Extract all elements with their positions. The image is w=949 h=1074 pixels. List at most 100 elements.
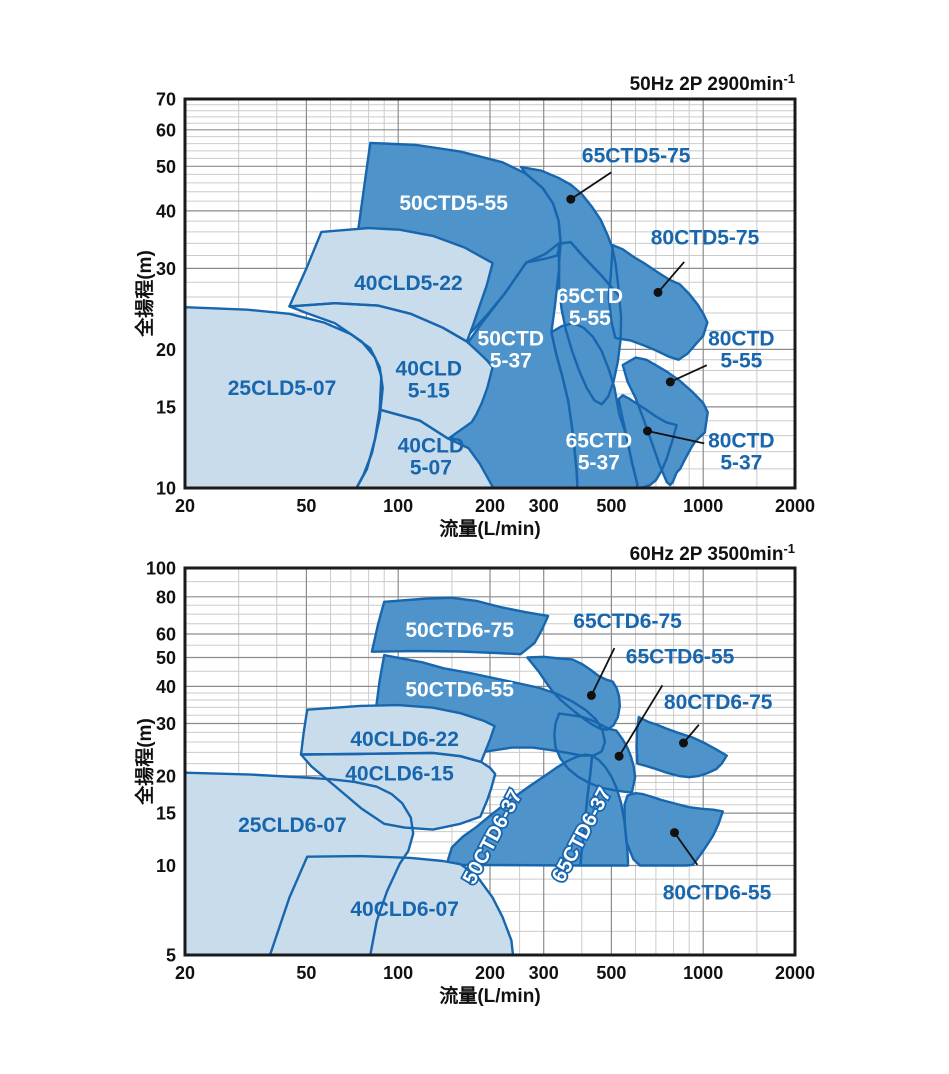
- region-40CLD6-22: [301, 705, 495, 762]
- callout-label-80CTD6-55: 80CTD6-55: [663, 882, 772, 905]
- y-tick-label: 5: [166, 946, 176, 966]
- plot-frame-60hz: [183, 566, 797, 957]
- y-tick-label: 15: [156, 804, 176, 824]
- region-label-50CTD6-75: 50CTD6-75: [405, 619, 514, 642]
- y-tick-label: 60: [156, 120, 176, 140]
- x-axis-label: 流量(L/min): [439, 984, 540, 1007]
- x-tick-label: 500: [596, 496, 626, 516]
- callout-dot-65CTD5-75: [566, 194, 576, 204]
- region-label-65CTD5-55: 65CTD 5-55: [557, 285, 624, 330]
- x-tick-label: 100: [383, 963, 413, 983]
- plot-frame-50hz: [183, 97, 797, 490]
- x-tick-label: 2000: [775, 496, 815, 516]
- region-outline-40CLD6-07: [268, 854, 515, 957]
- region-80CTD6-75: [636, 717, 727, 778]
- callout-leader-80CTD5-55: [669, 364, 708, 383]
- y-tick-label: 15: [156, 397, 176, 417]
- chart-60hz: 20 50 100 200 300 500 1000 2000 5 10 15 20 30 40 50 60 8…: [133, 541, 815, 1007]
- region-outline-40CLD6-15: [299, 751, 497, 831]
- x-tick-label: 2000: [775, 963, 815, 983]
- region-label-40CLD5-15: 40CLD 5-15: [396, 358, 463, 403]
- y-tick-label: 50: [156, 157, 176, 177]
- region-outline-80CTD6-55: [623, 792, 724, 867]
- region-outline-80CTD5-37: [617, 394, 678, 490]
- region-50CTD5-37: [451, 243, 578, 488]
- callout-dot-80CTD5-37: [643, 426, 652, 436]
- x-tick-label: 200: [475, 963, 505, 983]
- x-tick-label: 100: [383, 496, 413, 516]
- callout-dot-65CTD6-55: [614, 751, 624, 761]
- region-label-40CLD6-15: 40CLD6-15: [345, 762, 454, 785]
- region-65CTD5-75: [521, 167, 620, 296]
- callout-dot-80CTD5-55: [665, 377, 675, 387]
- region-40CLD5-07: [356, 409, 494, 488]
- x-tick-label: 20: [175, 963, 195, 983]
- callout-dot-80CTD6-75: [679, 738, 688, 748]
- y-tick-label: 20: [156, 340, 176, 360]
- y-tick-label: 10: [156, 856, 176, 876]
- y-axis-label: 全揚程(m): [133, 718, 156, 806]
- callout-leader-65CTD5-75: [570, 171, 612, 200]
- region-outline-40CLD5-15: [288, 302, 494, 440]
- callout-leader-80CTD5-75: [657, 261, 685, 293]
- region-25CLD6-07: [185, 772, 414, 955]
- y-tick-label: 30: [156, 714, 176, 734]
- y-tick-label: 50: [156, 648, 176, 668]
- region-65CTD5-37: [551, 323, 638, 488]
- y-tick-label: 60: [156, 624, 176, 644]
- region-outline-65CTD6-55: [553, 712, 637, 794]
- chart-title-60hz: 60Hz 2P 3500min-1: [630, 541, 795, 565]
- callout-leader-65CTD6-55: [618, 684, 664, 757]
- region-label-40CLD5-22: 40CLD5-22: [354, 272, 463, 295]
- region-outline-80CTD6-75: [635, 716, 728, 779]
- region-label-40CLD6-22: 40CLD6-22: [350, 728, 459, 751]
- light-region-fills-50hz: [185, 228, 494, 488]
- region-50CTD6-75: [371, 597, 549, 655]
- region-outline-65CTD6-75: [526, 655, 621, 731]
- x-tick-label: 20: [175, 496, 195, 516]
- y-tick-label: 70: [156, 90, 176, 110]
- region-80CTD5-75: [608, 245, 708, 360]
- callout-label-65CTD6-55: 65CTD6-55: [626, 645, 735, 668]
- region-40CLD5-15: [289, 303, 493, 439]
- y-tick-label: 100: [146, 559, 176, 579]
- region-outline-25CLD6-07: [183, 771, 415, 957]
- y-axis-label: 全揚程(m): [133, 250, 156, 338]
- region-40CLD5-22: [289, 228, 493, 342]
- x-tick-label: 500: [596, 963, 626, 983]
- region-outline-65CTD5-55: [557, 240, 623, 406]
- region-label-40CLD6-07: 40CLD6-07: [350, 898, 459, 921]
- region-label-40CLD5-07: 40CLD 5-07: [398, 435, 465, 480]
- x-tick-label: 1000: [683, 963, 723, 983]
- callout-leader-65CTD6-75: [590, 647, 616, 696]
- y-tick-label: 80: [156, 587, 176, 607]
- y-tick-label: 40: [156, 201, 176, 221]
- region-outline-25CLD5-07: [183, 306, 384, 490]
- chart-50hz: 20 50 100 200 300 500 1000 2000 10 15 20 30 40 50 60 70…: [133, 71, 815, 540]
- x-tick-label: 200: [475, 496, 505, 516]
- x-tick-label: 50: [296, 496, 316, 516]
- y-tick-label: 40: [156, 677, 176, 697]
- x-tick-label: 300: [529, 963, 559, 983]
- y-tick-label: 30: [156, 259, 176, 279]
- y-tick-label: 20: [156, 766, 176, 786]
- region-label-50CTD5-55: 50CTD5-55: [399, 192, 508, 215]
- region-label-25CLD6-07: 25CLD6-07: [238, 814, 347, 837]
- region-40CLD6-15: [301, 752, 496, 830]
- region-outline-50CTD6-75: [370, 596, 550, 656]
- y-tick-label: 10: [156, 479, 176, 499]
- callout-label-80CTD5-55: 80CTD 5-55: [708, 327, 775, 372]
- region-outline-80CTD5-75: [607, 243, 709, 361]
- callout-label-80CTD5-75: 80CTD5-75: [651, 227, 760, 250]
- region-outline-65CTD6-37: [579, 754, 630, 867]
- region-label-50CTD5-37: 50CTD 5-37: [478, 327, 545, 372]
- region-label-50CTD6-55: 50CTD6-55: [405, 679, 514, 702]
- x-tick-label: 300: [529, 496, 559, 516]
- callout-label-80CTD5-37: 80CTD 5-37: [708, 430, 775, 475]
- light-region-outlines-60hz: [183, 703, 515, 957]
- region-outline-80CTD5-55: [621, 356, 709, 487]
- x-tick-label: 1000: [683, 496, 723, 516]
- callout-label-80CTD6-75: 80CTD6-75: [664, 691, 773, 714]
